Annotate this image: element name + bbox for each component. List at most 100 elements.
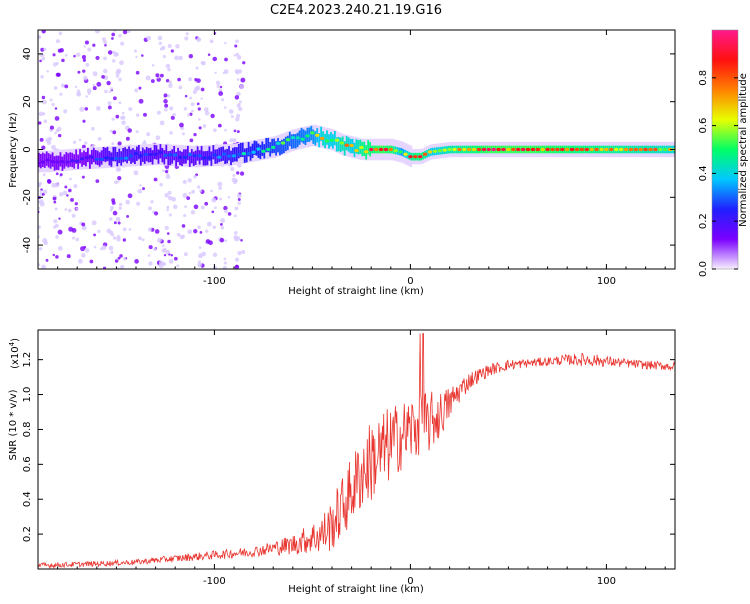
spectrogram-speckle [120, 264, 125, 269]
ridge-core [408, 155, 413, 159]
spectrogram-speckle [117, 221, 121, 225]
ridge-cell [200, 145, 203, 161]
ridge-cell [92, 147, 95, 163]
spectrogram-speckle [242, 61, 246, 65]
spectrogram-speckle [53, 86, 58, 90]
ridge-cell [104, 147, 107, 163]
spectrogram-speckle [165, 249, 171, 255]
spectrogram-speckle [187, 229, 193, 235]
ridge-core [653, 147, 658, 152]
ridge-core [114, 156, 119, 160]
spectrogram-speckle [115, 114, 120, 119]
spectrogram-heatmap [38, 30, 675, 269]
ridge-cell [112, 146, 115, 162]
ridge-core [222, 152, 227, 156]
spectrogram-speckle [117, 141, 122, 146]
spectrogram-speckle [101, 37, 106, 42]
ridge-core [378, 147, 384, 152]
ridge-cell [224, 149, 226, 164]
spectrogram-speckle [66, 194, 69, 197]
spectrogram-speckle [73, 54, 76, 58]
spectrogram-x-tick-label: 0 [407, 276, 413, 287]
ridge-cell [333, 130, 336, 146]
spectrogram-speckle [60, 83, 66, 88]
ridge-core [177, 155, 183, 160]
spectrogram-speckle [167, 44, 172, 49]
ridge-core [398, 150, 403, 154]
ridge-cell [302, 129, 305, 144]
spectrogram-speckle [54, 116, 60, 121]
spectrogram-speckle [176, 232, 181, 237]
ridge-core [413, 155, 418, 159]
spectrogram-speckle [193, 133, 197, 137]
spectrogram-speckle [214, 206, 217, 210]
ridge-core [432, 149, 438, 153]
spectrogram-speckle [191, 189, 195, 194]
spectrogram-speckle [232, 174, 236, 177]
ridge-cell [337, 136, 340, 152]
ridge-core [119, 156, 124, 161]
ridge-core [128, 154, 134, 158]
spectrogram-speckle [71, 213, 76, 218]
spectrogram-speckle [240, 77, 246, 83]
ridge-core [481, 147, 487, 152]
ridge-cell [139, 151, 142, 166]
spectrogram-speckle [182, 192, 188, 198]
figure-title: C2E4.2023.240.21.19.G16 [270, 3, 442, 18]
spectrogram-speckle [168, 259, 174, 264]
spectrogram-speckle [81, 144, 86, 149]
spectrogram-speckle [150, 200, 154, 204]
spectrogram-speckle [83, 45, 86, 48]
ridge-cell [128, 146, 130, 161]
spectrogram-speckle [193, 175, 197, 179]
spectrogram-speckle [185, 32, 189, 36]
ridge-core [589, 147, 594, 152]
spectrogram-speckle [114, 180, 119, 185]
spectrogram-speckle [181, 224, 186, 228]
spectrogram-speckle [234, 44, 238, 48]
ridge-cell [161, 147, 164, 163]
spectrogram-speckle [147, 254, 151, 257]
ridge-cell [267, 137, 270, 153]
ridge-core [236, 152, 242, 156]
spectrogram-speckle [41, 264, 46, 269]
spectrogram-speckle [165, 63, 171, 69]
spectrogram-speckle [183, 107, 188, 111]
ridge-core [226, 154, 232, 158]
spectrogram-speckle [215, 80, 221, 85]
ridge-cell [169, 150, 172, 166]
spectrogram-speckle [200, 61, 205, 65]
snr-frame [37, 329, 676, 570]
spectrogram-speckle [165, 79, 170, 83]
spectrogram-speckle [135, 70, 140, 75]
spectrogram-speckle [135, 130, 139, 134]
spectrogram-speckle [163, 99, 168, 104]
ridge-core [315, 133, 320, 137]
spectrogram-speckle [218, 186, 222, 190]
ridge-cell [273, 138, 275, 153]
ridge-core [266, 147, 271, 152]
spectrogram-speckle [93, 245, 97, 249]
spectrogram-speckle [188, 191, 192, 195]
spectrogram-speckle [43, 240, 48, 246]
spectrogram-speckle [110, 205, 114, 210]
spectrogram-speckle [125, 199, 131, 205]
spectrogram-speckle [187, 113, 191, 117]
spectrogram-y-tick-label: 40 [22, 48, 33, 61]
spectrogram-speckle [134, 88, 139, 93]
spectrogram-speckle [164, 225, 169, 231]
snr-series [37, 333, 675, 570]
spectrogram-speckle [237, 201, 241, 205]
spectrogram-speckle [198, 253, 203, 259]
snr-y-tick-label: 0.8 [22, 421, 33, 437]
spectrogram-speckle [112, 59, 116, 63]
spectrogram-speckle [194, 78, 198, 82]
spectrogram-speckle [109, 129, 113, 133]
spectrogram-speckle [122, 227, 127, 232]
spectrogram-speckle [227, 212, 232, 216]
spectrogram-speckle [38, 121, 42, 125]
ridge-cell [277, 138, 279, 153]
spectrogram-speckle [103, 56, 107, 61]
ridge-core [418, 155, 423, 159]
ridge-cell [241, 142, 244, 157]
